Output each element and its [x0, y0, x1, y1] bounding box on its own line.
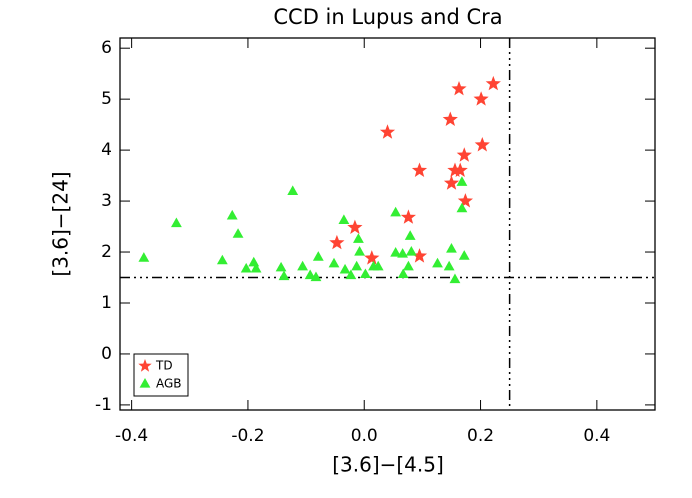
y-tick-label: 5: [101, 89, 112, 109]
point: [473, 91, 489, 106]
point: [390, 206, 402, 217]
point: [339, 263, 351, 274]
chart-title: CCD in Lupus and Cra: [273, 5, 502, 29]
point: [232, 228, 244, 238]
point: [404, 230, 416, 240]
point: [347, 219, 363, 234]
point: [278, 270, 290, 281]
point: [403, 260, 414, 271]
point: [216, 254, 228, 265]
plot-frame: [119, 37, 656, 411]
point: [446, 242, 457, 253]
point: [485, 75, 501, 91]
point: [138, 252, 150, 262]
point: [354, 246, 365, 256]
point: [250, 262, 262, 273]
legend-label: AGB: [156, 377, 182, 391]
legend-box: [133, 353, 189, 397]
point: [443, 175, 460, 190]
point: [456, 147, 472, 162]
point: [405, 246, 417, 256]
point: [372, 260, 384, 271]
point: [304, 269, 316, 280]
point: [338, 214, 350, 225]
x-tick-label: 0.2: [467, 426, 494, 446]
legend-marker: [138, 359, 152, 372]
x-tick-label: -0.2: [231, 426, 264, 446]
point: [474, 137, 490, 152]
point: [411, 248, 428, 263]
y-tick-label: 3: [101, 191, 112, 211]
y-tick-label: -1: [95, 395, 112, 415]
point: [310, 271, 322, 282]
point: [456, 176, 468, 186]
point: [364, 250, 380, 265]
point: [397, 248, 409, 258]
point: [442, 111, 458, 126]
point: [248, 256, 260, 267]
point: [240, 262, 252, 273]
point: [451, 81, 467, 96]
point: [345, 269, 357, 280]
point: [275, 261, 287, 272]
y-tick-label: 0: [101, 344, 112, 364]
point: [353, 233, 364, 243]
legend-label: TD: [155, 359, 173, 373]
point: [226, 209, 238, 220]
point: [351, 260, 363, 271]
point: [328, 257, 340, 268]
point: [297, 260, 308, 271]
y-tick-label: 6: [101, 38, 112, 58]
y-axis-label: [3.6]−[24]: [49, 171, 73, 276]
point: [432, 257, 443, 268]
point: [171, 217, 182, 228]
x-tick-label: -0.4: [115, 426, 148, 446]
point: [379, 124, 396, 139]
point: [287, 185, 299, 195]
point: [400, 209, 416, 224]
point: [397, 268, 409, 279]
point: [390, 247, 402, 257]
y-tick-label: 2: [101, 242, 112, 262]
y-tick-label: 1: [101, 293, 112, 313]
point: [449, 273, 461, 284]
x-tick-label: 0.0: [351, 426, 378, 446]
point: [360, 268, 371, 279]
point: [456, 202, 468, 213]
point: [312, 251, 324, 261]
x-tick-label: 0.4: [583, 426, 610, 446]
point: [457, 193, 473, 208]
point: [443, 260, 455, 271]
point: [458, 250, 470, 260]
x-axis-label: [3.6]−[4.5]: [332, 453, 444, 477]
point: [411, 162, 428, 177]
point: [329, 234, 345, 250]
point: [452, 162, 468, 177]
legend-marker: [139, 378, 151, 388]
y-tick-label: 4: [101, 140, 112, 160]
